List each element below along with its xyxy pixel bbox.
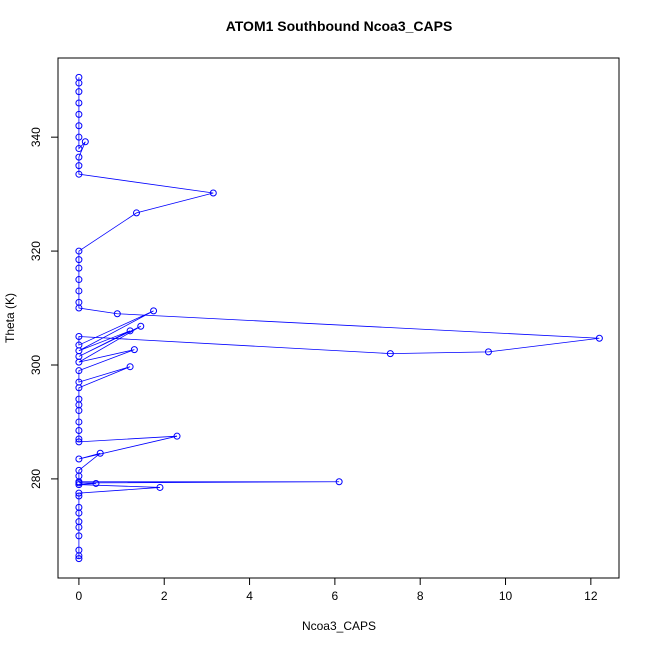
point: [75, 122, 83, 130]
x-tick-label: 8: [417, 589, 424, 603]
point: [75, 503, 83, 511]
point: [75, 247, 83, 255]
point: [132, 209, 140, 217]
point: [75, 532, 83, 540]
point: [75, 492, 83, 500]
point: [75, 489, 83, 497]
point: [75, 418, 83, 426]
point: [75, 276, 83, 284]
point: [75, 518, 83, 526]
y-tick-label: 340: [29, 127, 43, 147]
plot-frame: [57, 57, 620, 579]
point: [335, 478, 343, 486]
point: [75, 153, 83, 161]
y-tick-label: 300: [29, 355, 43, 375]
point: [75, 466, 83, 474]
point: [75, 438, 83, 446]
point: [75, 555, 83, 563]
point: [75, 546, 83, 554]
point: [173, 432, 181, 440]
point: [75, 256, 83, 264]
point: [81, 138, 89, 146]
point: [126, 363, 134, 371]
point: [75, 99, 83, 107]
point: [75, 435, 83, 443]
point: [75, 264, 83, 272]
point: [75, 367, 83, 375]
point: [75, 110, 83, 118]
x-axis-label: Ncoa3_CAPS: [302, 619, 376, 633]
point: [75, 378, 83, 386]
point: [209, 189, 217, 197]
x-tick-label: 4: [246, 589, 253, 603]
point: [75, 455, 83, 463]
y-tick-label: 320: [29, 241, 43, 261]
point: [75, 333, 83, 341]
point: [96, 449, 104, 457]
point: [113, 310, 121, 318]
point: [75, 341, 83, 349]
point: [126, 327, 134, 335]
x-tick-label: 10: [499, 589, 513, 603]
point: [386, 350, 394, 358]
point: [75, 298, 83, 306]
point: [75, 170, 83, 178]
point: [75, 88, 83, 96]
point: [75, 162, 83, 170]
point: [92, 479, 100, 487]
x-tick-label: 2: [161, 589, 168, 603]
y-axis-label: Theta (K): [3, 293, 17, 343]
x-tick-label: 12: [584, 589, 598, 603]
point: [137, 322, 145, 330]
y-tick-label: 280: [29, 469, 43, 489]
point: [484, 348, 492, 356]
point: [75, 145, 83, 153]
x-tick-label: 0: [76, 589, 83, 603]
point: [150, 307, 158, 315]
point: [75, 133, 83, 141]
point: [75, 73, 83, 81]
point: [595, 334, 603, 342]
series-line: [78, 77, 600, 559]
x-tick-label: 6: [332, 589, 339, 603]
point: [156, 483, 164, 491]
point: [75, 426, 83, 434]
point: [75, 287, 83, 295]
point: [130, 346, 138, 354]
chart-title: ATOM1 Southbound Ncoa3_CAPS: [226, 18, 453, 34]
point: [75, 395, 83, 403]
